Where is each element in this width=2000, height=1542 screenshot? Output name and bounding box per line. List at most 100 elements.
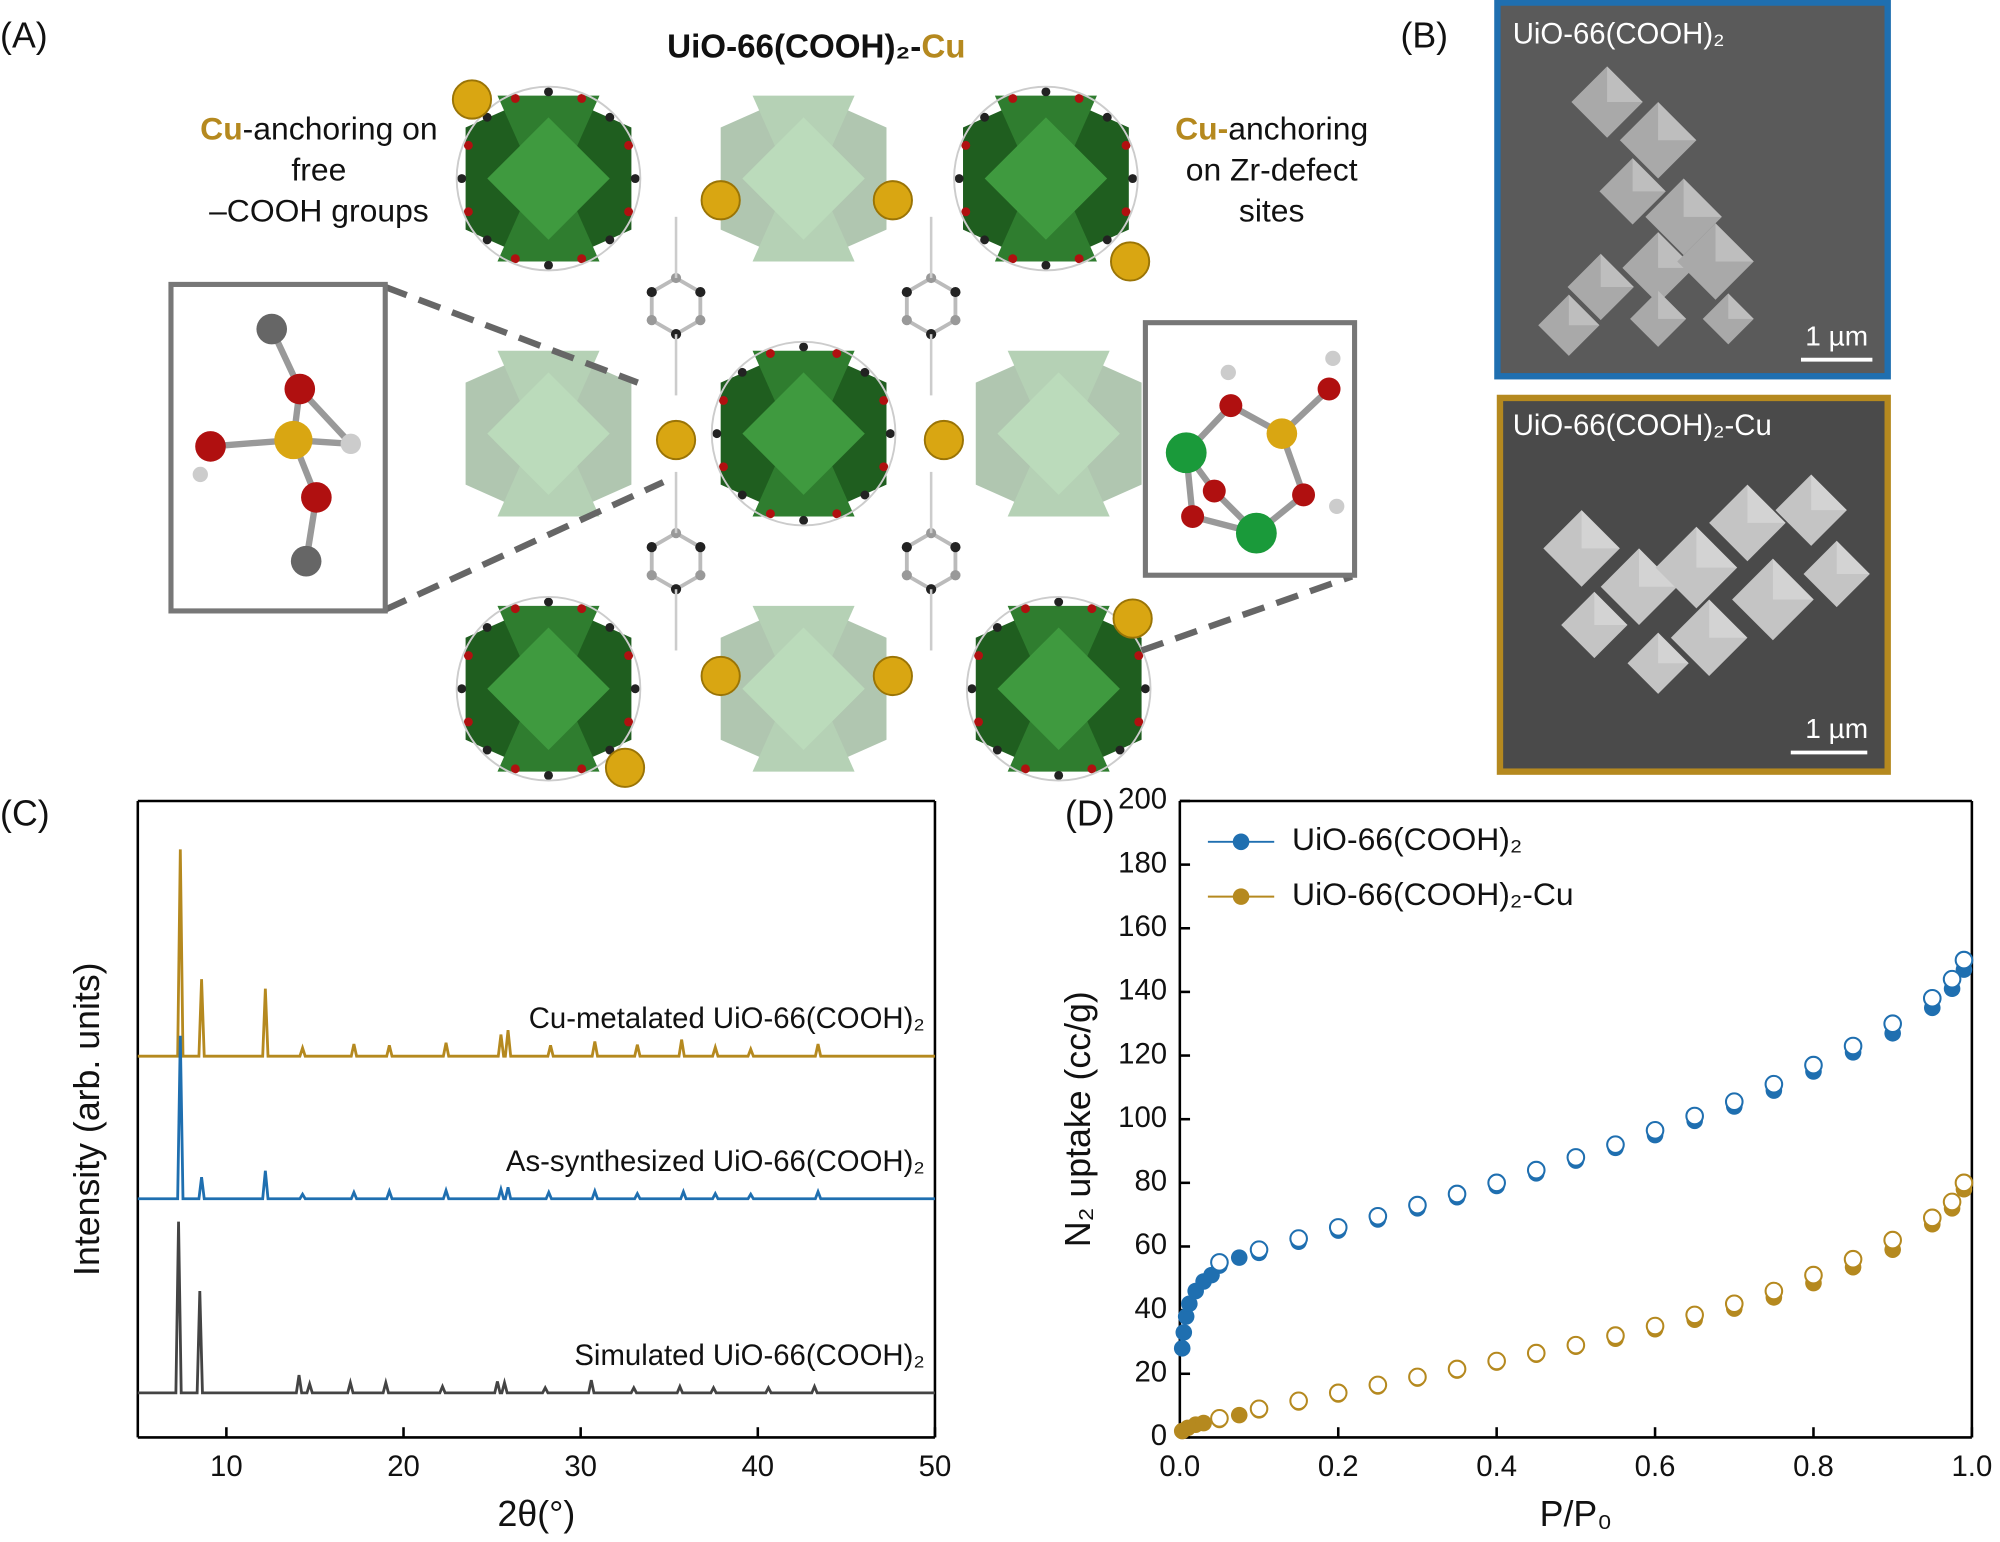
legend-label: UiO-66(COOH)₂-Cu: [1292, 876, 1574, 912]
desorption-point: [1942, 1192, 1962, 1212]
sem-label: UiO-66(COOH)₂-Cu: [1513, 409, 1772, 442]
atom: [192, 466, 208, 483]
atom: [510, 254, 520, 264]
note-line: free: [291, 152, 346, 188]
polyhedron: [997, 627, 1120, 750]
atom: [799, 342, 809, 352]
polyhedron: [465, 357, 523, 511]
desorption-point: [1843, 1249, 1863, 1269]
atom: [1074, 93, 1084, 103]
atom: [1220, 364, 1236, 381]
desorption-point: [1922, 988, 1942, 1008]
crystal: [1670, 599, 1748, 676]
atom: [980, 235, 990, 245]
atom: [1202, 479, 1226, 503]
atom: [544, 597, 553, 607]
polyhedron: [829, 612, 887, 766]
atom: [1021, 604, 1030, 614]
polyhedron: [752, 605, 855, 664]
atom: [1292, 483, 1316, 507]
atom: [274, 420, 313, 460]
cu-atom: [655, 419, 697, 461]
polyhedron: [487, 627, 610, 750]
x-tick-label: 20: [387, 1450, 420, 1483]
desorption-point: [1954, 1173, 1974, 1193]
x-tick-label: 40: [741, 1450, 774, 1483]
crystal-face: [1728, 293, 1754, 319]
atom: [577, 764, 587, 774]
crystal: [1567, 253, 1634, 321]
atom: [1134, 651, 1144, 661]
atom: [1102, 112, 1112, 122]
x-tick-label: 0.6: [1635, 1450, 1676, 1483]
atom: [1329, 498, 1345, 514]
atom: [974, 651, 984, 661]
desorption-point: [1447, 1184, 1467, 1204]
atom: [463, 651, 473, 661]
ring: [710, 340, 897, 527]
panel-label: (D): [1065, 794, 1115, 834]
polyhedron: [497, 459, 600, 517]
y-tick-label: 80: [1134, 1165, 1167, 1198]
crystal-face: [1632, 158, 1666, 192]
desorption-point: [1764, 1074, 1784, 1094]
x-tick-label: 0.2: [1318, 1450, 1359, 1483]
desorption-point: [1804, 1055, 1823, 1075]
linker: [649, 530, 703, 592]
atom: [718, 462, 728, 472]
panel-label: (A): [0, 16, 48, 56]
scale-bar-label: 1 µm: [1805, 713, 1868, 744]
atom: [1317, 377, 1341, 401]
atom: [646, 286, 657, 298]
dashed-line: [384, 283, 639, 386]
desorption-point: [1289, 1229, 1308, 1248]
x-axis-label: 2θ(°): [497, 1494, 575, 1534]
atom: [737, 490, 747, 500]
cu-atom: [604, 747, 646, 788]
atom: [630, 174, 640, 184]
atom: [950, 286, 961, 298]
atom: [463, 140, 473, 150]
crystal-face: [1683, 178, 1722, 217]
y-axis-label: N₂ uptake (cc/g): [1058, 991, 1098, 1247]
title-text: UiO-66(COOH)₂-: [667, 28, 921, 65]
x-tick-label: 50: [919, 1450, 952, 1483]
x-tick-label: 10: [210, 1450, 243, 1483]
atom: [974, 717, 984, 727]
crystal-face: [1811, 474, 1847, 511]
desorption-point: [1249, 1399, 1269, 1419]
atom: [980, 112, 990, 122]
desorption-point: [1408, 1195, 1427, 1215]
sem-label: UiO-66(COOH)₂: [1513, 17, 1725, 50]
atom: [860, 490, 870, 500]
y-tick-label: 0: [1151, 1419, 1167, 1452]
desorption-point: [1724, 1294, 1744, 1314]
desorption-point: [1487, 1173, 1506, 1193]
polyhedron: [975, 357, 1034, 511]
pale-cluster: [465, 350, 632, 517]
note-line: on Zr-defect: [1186, 152, 1358, 188]
note-text: -anchoring on: [243, 111, 438, 147]
crystal: [1709, 484, 1786, 562]
polyhedron: [1007, 459, 1110, 517]
panel-label: (C): [0, 794, 50, 834]
micrographs: [1494, 0, 1891, 775]
polyhedron: [752, 95, 855, 154]
atom: [954, 174, 964, 184]
crystal-face: [1836, 540, 1870, 574]
atom: [463, 207, 473, 217]
atom: [1021, 764, 1030, 774]
atom: [967, 684, 977, 694]
adsorption-point: [1195, 1414, 1212, 1432]
atom: [482, 235, 492, 245]
note-line: Cu-anchoring on: [200, 111, 437, 147]
note-text: anchoring: [1228, 111, 1368, 147]
desorption-point: [1804, 1265, 1823, 1285]
atom: [695, 286, 706, 298]
zr-cluster: [455, 85, 642, 272]
desorption-point: [1883, 1014, 1902, 1034]
atom: [482, 112, 492, 122]
desorption-point: [1368, 1206, 1388, 1226]
linker: [904, 275, 958, 337]
atom: [879, 462, 889, 472]
